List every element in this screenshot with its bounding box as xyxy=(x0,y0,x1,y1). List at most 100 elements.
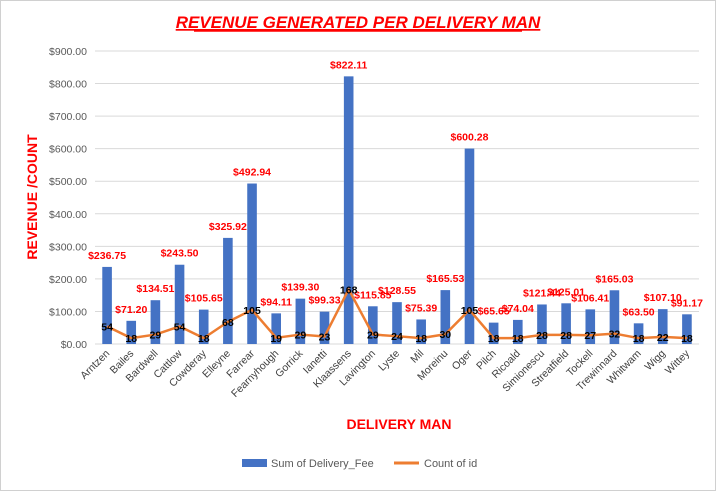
bar xyxy=(271,313,281,344)
bar-data-label: $71.20 xyxy=(115,304,147,316)
count-data-label: 18 xyxy=(681,333,693,345)
bar xyxy=(223,237,233,344)
bar-data-label: $99.33 xyxy=(308,295,340,307)
legend: Sum of Delivery_Fee Count of id xyxy=(242,458,477,470)
count-data-label: 22 xyxy=(657,332,669,344)
count-data-label: 19 xyxy=(270,333,282,345)
legend-bar-swatch xyxy=(242,459,267,467)
x-axis-ticks: ArntzenBailesBardwellCattlowCowderayElle… xyxy=(78,347,692,400)
y-axis-ticks: $0.00 $100.00 $200.00 $300.00 $400.00 $500.00… xyxy=(49,46,87,351)
bar xyxy=(198,309,209,344)
y-tick-label: $0.00 xyxy=(61,339,87,351)
chart-title: REVENUE GENERATED PER DELIVERY MAN xyxy=(176,13,541,32)
bar xyxy=(585,309,596,344)
count-line xyxy=(106,288,687,340)
x-tick-label: Wittey xyxy=(663,347,693,377)
bar xyxy=(609,290,620,344)
count-data-label: 54 xyxy=(174,321,186,333)
bar xyxy=(247,183,257,344)
bar-data-label: $165.53 xyxy=(426,273,464,285)
bar-data-label: $325.92 xyxy=(209,221,247,233)
count-data-label: 18 xyxy=(633,333,645,345)
legend-line-label: Count of id xyxy=(424,458,477,470)
count-data-label: 29 xyxy=(150,330,162,342)
bar-data-label: $121.44 xyxy=(523,287,561,299)
bar-data-label: $600.28 xyxy=(450,132,488,144)
bar-data-label: $94.11 xyxy=(260,296,292,308)
bar-data-label: $236.75 xyxy=(88,250,126,262)
y-tick-label: $600.00 xyxy=(49,144,87,156)
count-data-label: 68 xyxy=(222,317,234,329)
bar xyxy=(343,76,354,345)
count-data-label: 18 xyxy=(198,333,210,345)
bar-data-label: $822.11 xyxy=(330,59,368,71)
x-tick-label: Gorrick xyxy=(273,347,306,380)
count-data-label: 24 xyxy=(391,331,403,343)
bar xyxy=(440,290,451,344)
bar xyxy=(295,298,306,344)
bar xyxy=(488,322,499,344)
bar-series xyxy=(102,76,692,345)
y-tick-label: $900.00 xyxy=(49,46,87,58)
count-data-label: 29 xyxy=(367,330,379,342)
x-tick-label: Arntzen xyxy=(78,348,112,382)
count-data-label: 28 xyxy=(536,330,548,342)
bar-data-label: $125.01 xyxy=(547,286,585,298)
bar-data-label: $63.50 xyxy=(623,306,655,318)
bar xyxy=(102,266,112,344)
bar-data-label: $165.03 xyxy=(595,273,633,285)
count-data-label: 105 xyxy=(243,305,261,317)
bar xyxy=(537,304,547,344)
count-data-label: 28 xyxy=(560,330,572,342)
bar xyxy=(126,320,137,344)
bar-data-label: $74.04 xyxy=(502,303,534,315)
line-series xyxy=(106,288,687,340)
count-data-label: 30 xyxy=(439,329,451,341)
x-tick-label: Oger xyxy=(450,347,475,372)
y-axis-title: REVENUE /COUNT xyxy=(24,134,40,260)
bar-data-labels: $236.75 $71.20 $134.51 $243.50 $105.65 $325.9… xyxy=(88,59,703,318)
bar xyxy=(561,303,571,344)
count-data-label: 18 xyxy=(415,333,427,345)
count-data-labels: 54 18 29 54 18 68 105 19 29 23 168 29 24 18 30 105 18 18 2… xyxy=(101,284,693,345)
bar-data-label: $139.30 xyxy=(281,282,319,294)
count-data-label: 23 xyxy=(319,332,331,344)
bar-data-label: $243.50 xyxy=(161,248,199,260)
bar xyxy=(416,319,426,344)
x-tick-label: Lyste xyxy=(376,348,402,374)
x-tick-label: Mil xyxy=(408,348,426,366)
count-data-label: 105 xyxy=(461,305,479,317)
count-data-label: 29 xyxy=(295,330,307,342)
bar xyxy=(392,302,402,344)
bar xyxy=(682,314,692,344)
bar-data-label: $75.39 xyxy=(405,302,437,314)
y-tick-label: $500.00 xyxy=(49,176,87,188)
y-tick-label: $700.00 xyxy=(49,111,87,123)
gridlines xyxy=(95,50,699,345)
y-tick-label: $100.00 xyxy=(49,306,87,318)
bar xyxy=(633,323,644,344)
legend-bar-label: Sum of Delivery_Fee xyxy=(271,458,374,470)
bar-data-label: $65.65 xyxy=(478,306,510,318)
bar xyxy=(368,306,378,344)
count-data-label: 168 xyxy=(340,284,358,296)
bar-data-label: $106.41 xyxy=(571,292,609,304)
count-data-label: 18 xyxy=(488,333,500,345)
y-tick-label: $200.00 xyxy=(49,274,87,286)
count-data-label: 18 xyxy=(512,333,524,345)
bar-data-label: $91.17 xyxy=(671,297,703,309)
bar xyxy=(150,300,161,344)
bar-data-label: $492.94 xyxy=(233,167,271,179)
bar xyxy=(319,311,330,344)
count-data-label: 18 xyxy=(125,333,137,345)
bar xyxy=(657,309,668,344)
bar-data-label: $115.85 xyxy=(354,289,392,301)
bar xyxy=(464,148,475,344)
bar-data-label: $134.51 xyxy=(136,283,174,295)
bar-data-label: $107.10 xyxy=(644,292,682,304)
bar-data-label: $128.55 xyxy=(378,285,416,297)
bar xyxy=(513,319,523,344)
x-axis-title: DELIVERY MAN xyxy=(346,416,451,432)
